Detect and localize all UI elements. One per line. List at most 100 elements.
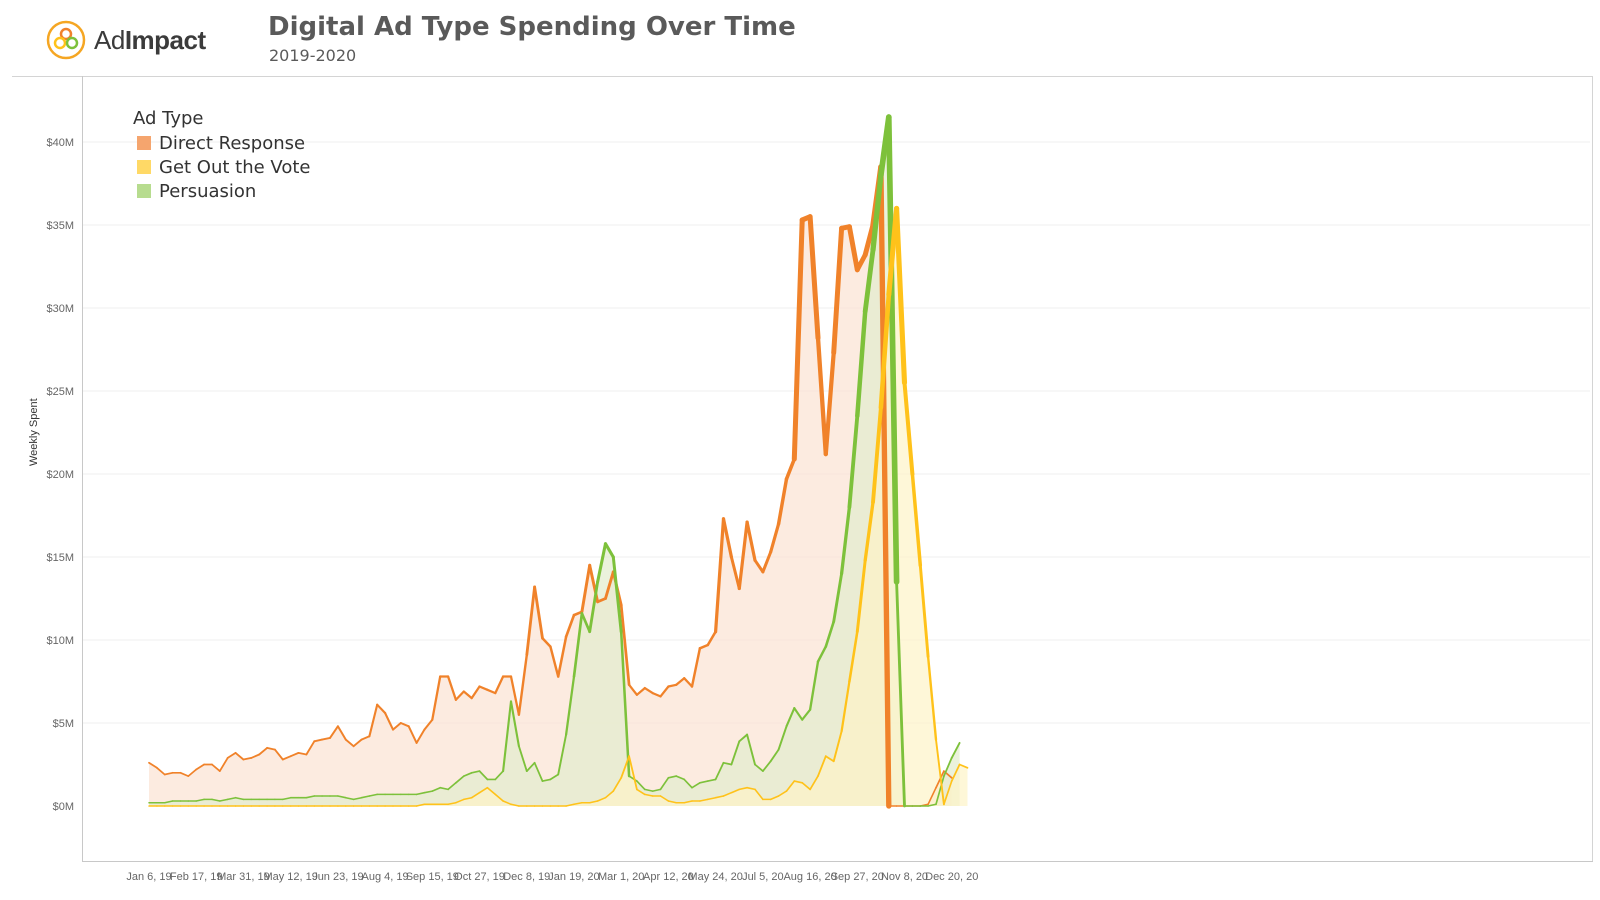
data-point[interactable] (705, 796, 711, 802)
data-point[interactable] (311, 738, 317, 744)
data-point[interactable] (579, 610, 585, 616)
data-point[interactable] (429, 788, 435, 794)
data-point[interactable] (681, 800, 687, 806)
data-point[interactable] (595, 798, 601, 804)
data-point[interactable] (902, 380, 908, 386)
data-point[interactable] (650, 793, 656, 799)
data-point[interactable] (296, 803, 302, 809)
legend-item-persuasion[interactable]: Persuasion (133, 179, 310, 203)
data-point[interactable] (508, 674, 514, 680)
data-point[interactable] (540, 635, 546, 641)
data-point[interactable] (256, 796, 262, 802)
data-point[interactable] (815, 773, 821, 779)
data-point[interactable] (303, 752, 309, 758)
data-point[interactable] (170, 770, 176, 776)
data-point[interactable] (280, 757, 286, 763)
data-point[interactable] (516, 712, 522, 718)
data-point[interactable] (437, 801, 443, 807)
data-point[interactable] (587, 629, 593, 635)
data-point[interactable] (343, 737, 349, 743)
data-point[interactable] (862, 252, 868, 258)
data-point[interactable] (839, 571, 845, 577)
data-point[interactable] (382, 791, 388, 797)
data-point[interactable] (776, 521, 782, 527)
data-point[interactable] (571, 612, 577, 618)
data-point[interactable] (736, 586, 742, 592)
data-point[interactable] (233, 803, 239, 809)
data-point[interactable] (831, 350, 837, 356)
data-point[interactable] (516, 743, 522, 749)
data-point[interactable] (760, 796, 766, 802)
data-point[interactable] (201, 762, 207, 768)
data-point[interactable] (768, 796, 774, 802)
data-point[interactable] (484, 785, 490, 791)
data-point[interactable] (421, 801, 427, 807)
data-point[interactable] (359, 737, 365, 743)
data-point[interactable] (917, 803, 923, 809)
data-point[interactable] (721, 793, 727, 799)
data-point[interactable] (563, 634, 569, 640)
data-point[interactable] (264, 796, 270, 802)
data-point[interactable] (217, 803, 223, 809)
data-point[interactable] (477, 790, 483, 796)
data-point[interactable] (414, 740, 420, 746)
data-point[interactable] (484, 687, 490, 693)
data-point[interactable] (949, 778, 955, 784)
data-point[interactable] (217, 768, 223, 774)
data-point[interactable] (154, 765, 160, 771)
data-point[interactable] (280, 796, 286, 802)
data-point[interactable] (823, 451, 829, 457)
data-point[interactable] (957, 740, 963, 746)
data-point[interactable] (225, 755, 231, 761)
data-point[interactable] (736, 786, 742, 792)
data-point[interactable] (288, 795, 294, 801)
data-point[interactable] (784, 788, 790, 794)
data-point[interactable] (469, 695, 475, 701)
data-point[interactable] (603, 795, 609, 801)
data-point[interactable] (398, 791, 404, 797)
data-point[interactable] (327, 735, 333, 741)
data-point[interactable] (728, 762, 734, 768)
data-point[interactable] (846, 679, 852, 685)
data-point[interactable] (240, 796, 246, 802)
data-point[interactable] (587, 800, 593, 806)
data-point[interactable] (894, 803, 900, 809)
data-point[interactable] (532, 760, 538, 766)
data-point[interactable] (429, 801, 435, 807)
data-point[interactable] (540, 778, 546, 784)
data-point[interactable] (909, 471, 915, 477)
data-point[interactable] (201, 803, 207, 809)
data-point[interactable] (595, 579, 601, 585)
data-point[interactable] (642, 685, 648, 691)
data-point[interactable] (201, 796, 207, 802)
data-point[interactable] (366, 793, 372, 799)
data-point[interactable] (846, 224, 852, 230)
data-point[interactable] (555, 772, 561, 778)
data-point[interactable] (681, 776, 687, 782)
data-point[interactable] (390, 791, 396, 797)
data-point[interactable] (626, 753, 632, 759)
data-point[interactable] (941, 801, 947, 807)
data-point[interactable] (697, 780, 703, 786)
data-point[interactable] (886, 292, 892, 298)
data-point[interactable] (665, 798, 671, 804)
data-point[interactable] (831, 619, 837, 625)
data-point[interactable] (862, 308, 868, 314)
data-point[interactable] (902, 803, 908, 809)
data-point[interactable] (728, 554, 734, 560)
data-point[interactable] (650, 690, 656, 696)
data-point[interactable] (233, 795, 239, 801)
data-point[interactable] (776, 747, 782, 753)
data-point[interactable] (445, 786, 451, 792)
data-point[interactable] (752, 557, 758, 563)
data-point[interactable] (398, 803, 404, 809)
data-point[interactable] (870, 499, 876, 505)
data-point[interactable] (626, 773, 632, 779)
data-point[interactable] (374, 702, 380, 708)
data-point[interactable] (760, 569, 766, 575)
data-point[interactable] (579, 800, 585, 806)
data-point[interactable] (335, 723, 341, 729)
data-point[interactable] (854, 629, 860, 635)
data-point[interactable] (571, 674, 577, 680)
data-point[interactable] (296, 750, 302, 756)
